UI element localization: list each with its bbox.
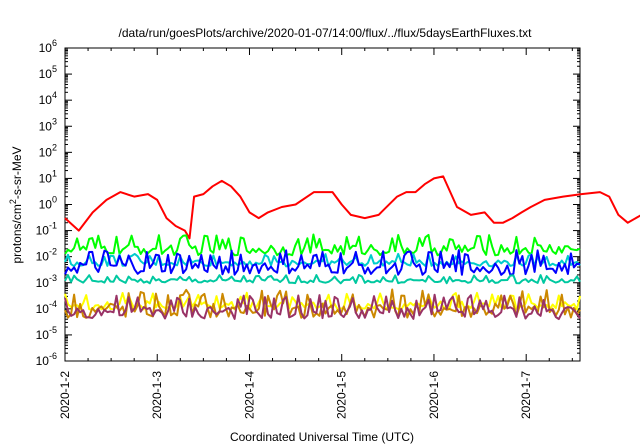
- x-tick-label: 2020-1-4: [242, 371, 256, 419]
- y-tick-label: 100: [39, 195, 57, 212]
- x-tick-label: 2020-1-3: [150, 371, 164, 419]
- y-tick-label: 101: [39, 168, 57, 185]
- series-line-1: [64, 175, 640, 240]
- y-tick-label: 104: [39, 90, 57, 107]
- x-tick-label: 2020-1-5: [335, 371, 349, 419]
- series-line-8: [64, 293, 581, 321]
- y-tick-label: 10-6: [36, 351, 57, 368]
- y-tick-label: 10-2: [36, 247, 57, 264]
- chart-title: /data/run/goesPlots/archive/2020-01-07/1…: [119, 26, 533, 40]
- y-tick-label: 10-1: [36, 221, 57, 238]
- y-axis-label-superscript: 2: [8, 199, 18, 204]
- y-tick-label: 10-4: [36, 299, 57, 316]
- series-lines: [64, 175, 640, 321]
- y-axis-label-main: protons/cm: [10, 204, 24, 263]
- y-tick-label: 10-3: [36, 273, 57, 290]
- series-line-4: [64, 249, 581, 276]
- series-line-5: [64, 274, 581, 285]
- y-axis-label-rest: -s-sr-MeV: [10, 146, 24, 199]
- x-tick-label: 2020-1-6: [427, 371, 441, 419]
- x-tick-label: 2020-1-7: [519, 371, 533, 419]
- x-tick-label: 2020-1-2: [58, 371, 72, 419]
- x-axis-label: Coordinated Universal Time (UTC): [230, 430, 414, 444]
- y-tick-label: 105: [39, 64, 57, 81]
- series-line-7: [64, 288, 581, 319]
- y-axis-ticks: 10-6 10-5 10-4 10-3 10-2 10-1 100 101 102 103 104 1…: [36, 38, 580, 368]
- y-axis-label: protons/cm2-s-sr-MeV: [8, 146, 24, 263]
- y-tick-label: 102: [39, 142, 57, 159]
- x-axis-ticks: 2020-1-2 2020-1-3 2020-1-4 2020-1-5 2020-1-6…: [58, 48, 573, 419]
- y-tick-label: 106: [39, 38, 57, 55]
- series-line-2: [64, 233, 581, 257]
- y-tick-label: 10-5: [36, 325, 57, 342]
- y-tick-label: 103: [39, 116, 57, 133]
